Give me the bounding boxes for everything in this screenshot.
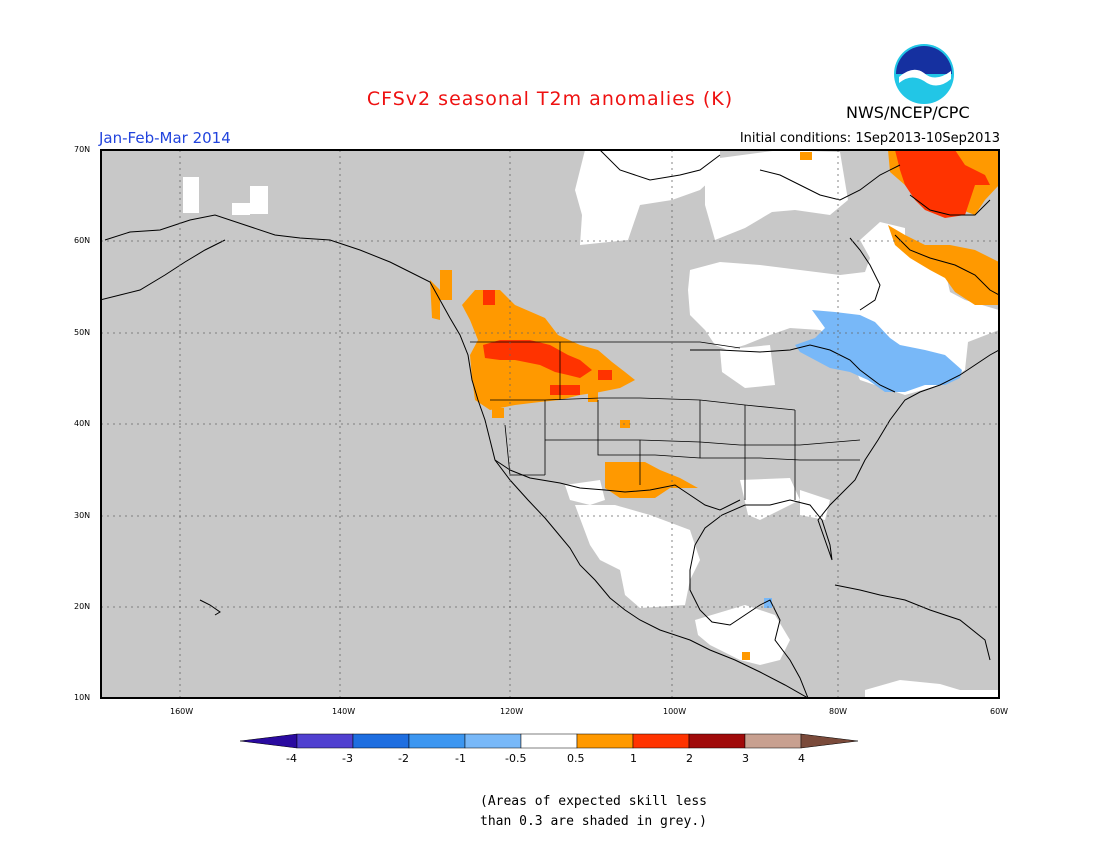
org-label: NWS/NCEP/CPC [846, 103, 970, 122]
lat-label: 20N [74, 602, 91, 611]
lon-label: 140W [332, 707, 356, 716]
noaa-logo [894, 44, 954, 104]
lat-label: 70N [74, 145, 91, 154]
graticule [101, 150, 999, 698]
cool-anomaly-areas [764, 310, 962, 608]
lon-label: 100W [663, 707, 687, 716]
colorbar-label: -0.5 [505, 752, 527, 765]
lon-label: 80W [829, 707, 848, 716]
colorbar-label: 2 [686, 752, 693, 765]
initial-conditions-label: Initial conditions: 1Sep2013-10Sep2013 [739, 131, 1000, 146]
map-background [101, 150, 999, 698]
lon-label: 60W [990, 707, 1009, 716]
colorbar-label: 3 [742, 752, 749, 765]
colorbar-label: -3 [342, 752, 353, 765]
neutral-areas [183, 150, 999, 698]
colorbar-label: 0.5 [567, 752, 585, 765]
lat-label: 50N [74, 328, 91, 337]
colorbar-label: 4 [798, 752, 805, 765]
colorbar-label: -1 [455, 752, 466, 765]
colorbar-label: -2 [398, 752, 409, 765]
lon-label: 160W [170, 707, 194, 716]
colorbar-label: 1 [630, 752, 637, 765]
lon-label: 120W [500, 707, 524, 716]
period-label: Jan-Feb-Mar 2014 [99, 129, 231, 147]
colorbar-label: -4 [286, 752, 297, 765]
lat-label: 60N [74, 236, 91, 245]
lat-label: 30N [74, 511, 91, 520]
skill-note: (Areas of expected skill less than 0.3 a… [480, 792, 707, 832]
chart-title: CFSv2 seasonal T2m anomalies (K) [366, 88, 734, 110]
coastlines [101, 150, 999, 698]
lat-label: 10N [74, 693, 91, 702]
skill-note-line: (Areas of expected skill less [480, 794, 707, 809]
map-frame [100, 149, 1000, 699]
colorbar [239, 733, 859, 749]
lat-label: 40N [74, 419, 91, 428]
skill-note-line: than 0.3 are shaded in grey.) [480, 814, 707, 829]
